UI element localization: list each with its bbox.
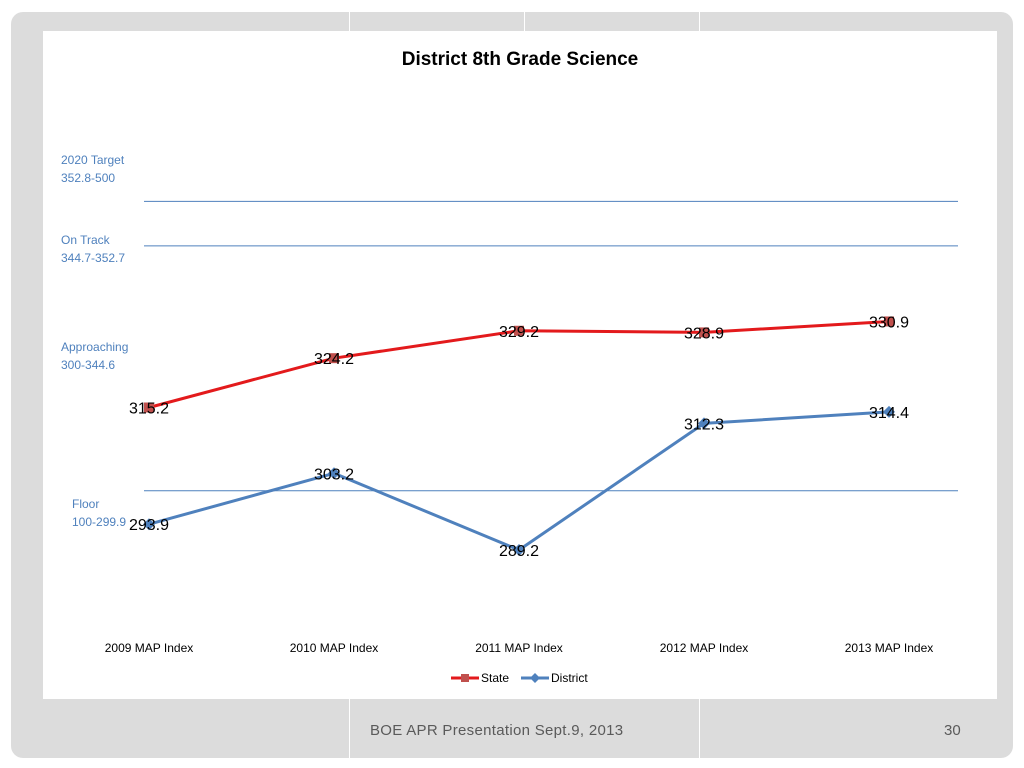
legend-state-marker bbox=[461, 674, 469, 682]
x-tick-label: 2009 MAP Index bbox=[105, 641, 194, 655]
state-point bbox=[884, 316, 894, 327]
band-name-target: 2020 Target bbox=[61, 153, 125, 167]
top-divider-2 bbox=[524, 12, 525, 31]
district-data-label: 314.4 bbox=[869, 405, 909, 422]
state-data-label: 315.2 bbox=[129, 401, 169, 418]
state-point bbox=[329, 353, 339, 364]
state-point bbox=[144, 402, 154, 413]
chart-title: District 8th Grade Science bbox=[402, 49, 639, 70]
line-chart: District 8th Grade Science 315.2 324.2 329.… bbox=[105, 49, 958, 685]
bottom-divider-2 bbox=[699, 699, 700, 758]
district-point bbox=[143, 518, 155, 531]
band-label-approaching: Approaching 300-344.6 bbox=[61, 338, 128, 374]
state-data-label: 324.2 bbox=[314, 351, 354, 368]
top-divider-3 bbox=[699, 12, 700, 31]
district-series-line bbox=[148, 410, 890, 552]
x-tick-label: 2010 MAP Index bbox=[290, 641, 379, 655]
band-name-on-track: On Track bbox=[61, 233, 110, 247]
legend-district-label: District bbox=[551, 671, 588, 685]
band-name-floor: Floor bbox=[72, 497, 100, 511]
district-point bbox=[513, 544, 525, 556]
state-data-label: 328.9 bbox=[684, 325, 724, 342]
state-point bbox=[699, 327, 709, 338]
district-data-label: 293.9 bbox=[129, 517, 169, 534]
band-label-on-track: On Track 344.7-352.7 bbox=[61, 231, 125, 267]
legend-district-marker bbox=[530, 673, 540, 683]
district-point bbox=[883, 405, 895, 418]
band-range-approaching: 300-344.6 bbox=[61, 358, 116, 372]
x-tick-label: 2011 MAP Index bbox=[475, 641, 563, 655]
chart-panel: District 8th Grade Science 315.2 324.2 329.… bbox=[43, 31, 997, 699]
state-data-label: 330.9 bbox=[869, 314, 909, 331]
band-label-target: 2020 Target 352.8-500 bbox=[61, 151, 124, 187]
x-tick-label: 2013 MAP Index bbox=[845, 641, 934, 655]
district-point bbox=[698, 417, 710, 430]
top-divider-1 bbox=[349, 12, 350, 31]
page-number: 30 bbox=[944, 722, 961, 739]
district-data-label: 312.3 bbox=[684, 416, 724, 433]
band-range-floor: 100-299.9 bbox=[72, 515, 127, 529]
state-point bbox=[514, 325, 524, 336]
district-point bbox=[328, 467, 340, 480]
band-name-approaching: Approaching bbox=[61, 340, 129, 354]
district-data-label: 303.2 bbox=[314, 466, 354, 483]
footer-text: BOE APR Presentation Sept.9, 2013 bbox=[370, 722, 624, 739]
band-label-floor: Floor 100-299.9 bbox=[72, 495, 126, 531]
legend-state-label: State bbox=[481, 671, 509, 685]
state-data-label: 329.2 bbox=[499, 324, 539, 341]
band-range-on-track: 344.7-352.7 bbox=[61, 251, 126, 265]
bottom-divider-1 bbox=[349, 699, 350, 758]
band-range-target: 352.8-500 bbox=[61, 171, 116, 185]
district-data-label: 289.2 bbox=[499, 543, 539, 560]
x-tick-label: 2012 MAP Index bbox=[660, 641, 749, 655]
